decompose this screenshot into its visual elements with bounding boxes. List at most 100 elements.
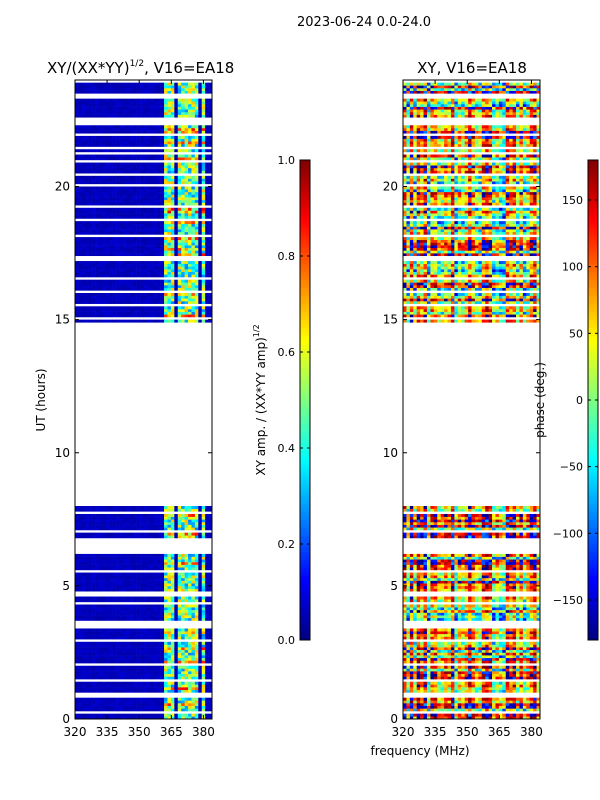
heatmap-cell	[119, 282, 124, 286]
heatmap-cell	[109, 631, 113, 635]
heatmap-cell	[88, 527, 93, 531]
heatmap-cell	[129, 684, 134, 688]
heatmap-cell	[95, 705, 100, 709]
heatmap-cell	[116, 524, 120, 528]
heatmap-cell	[205, 162, 209, 166]
heatmap-cell	[85, 556, 90, 560]
heatmap-cell	[122, 535, 127, 539]
heatmap-cell	[170, 516, 175, 520]
heatmap-cell	[143, 671, 148, 675]
heatmap-cell	[164, 681, 168, 685]
heatmap-cell	[85, 644, 90, 648]
heatmap-cell	[78, 111, 83, 115]
heatmap-cell	[133, 559, 137, 563]
heatmap-cell	[177, 143, 182, 147]
heatmap-cell	[167, 170, 172, 174]
heatmap-cell	[109, 532, 113, 536]
heatmap-cell	[188, 125, 192, 129]
heatmap-cell	[150, 681, 155, 685]
heatmap-cell	[143, 226, 148, 230]
heatmap-cell	[164, 703, 168, 706]
heatmap-cell	[143, 170, 148, 174]
heatmap-cell	[191, 521, 196, 525]
heatmap-cell	[170, 279, 175, 283]
heatmap-cell	[160, 311, 165, 315]
heatmap-cell	[129, 673, 134, 677]
heatmap-cell	[188, 615, 192, 619]
heatmap-cell	[102, 266, 107, 270]
heatmap-cell	[205, 199, 209, 203]
heatmap-cell	[150, 583, 155, 587]
heatmap-cell	[78, 98, 83, 102]
heatmap-cell	[174, 300, 179, 304]
heatmap-cell	[188, 660, 192, 664]
heatmap-cell	[102, 617, 107, 621]
heatmap-cell	[92, 229, 96, 233]
heatmap-cell	[208, 170, 213, 174]
heatmap-cell	[126, 649, 131, 653]
heatmap-cell	[194, 585, 199, 589]
heatmap-cell	[184, 202, 189, 206]
heatmap-cell	[136, 308, 141, 312]
heatmap-cell	[205, 516, 209, 520]
heatmap-cell	[109, 143, 113, 147]
heatmap-cell	[105, 633, 110, 637]
heatmap-cell	[191, 242, 196, 246]
heatmap-cell	[126, 713, 131, 717]
heatmap-cell	[201, 705, 206, 709]
heatmap-cell	[140, 250, 144, 254]
heatmap-cell	[167, 229, 172, 233]
heatmap-cell	[146, 98, 151, 102]
heatmap-cell	[201, 649, 206, 653]
heatmap-cell	[160, 239, 165, 243]
heatmap-cell	[102, 130, 107, 134]
heatmap-cell	[75, 300, 79, 304]
heatmap-cell	[92, 162, 96, 166]
heatmap-cell	[188, 109, 192, 113]
heatmap-cell	[208, 215, 213, 219]
heatmap-cell	[119, 604, 124, 608]
heatmap-cell	[177, 311, 182, 315]
heatmap-cell	[198, 242, 203, 246]
heatmap-cell	[181, 261, 185, 265]
heatmap-cell	[105, 231, 110, 235]
heatmap-cell	[160, 250, 165, 254]
heatmap-cell	[150, 671, 155, 675]
heatmap-cell	[177, 237, 182, 241]
heatmap-cell	[105, 210, 110, 214]
heatmap-cell	[167, 202, 172, 206]
heatmap-cell	[116, 167, 120, 171]
heatmap-cell	[208, 162, 213, 166]
heatmap-cell	[116, 506, 120, 509]
heatmap-cell	[98, 231, 103, 235]
heatmap-cell	[116, 617, 120, 621]
heatmap-cell	[198, 604, 203, 608]
heatmap-cell	[201, 130, 206, 134]
heatmap-cell	[194, 109, 199, 113]
heatmap-cell	[126, 311, 131, 315]
heatmap-cell	[102, 599, 107, 603]
heatmap-cell	[133, 311, 137, 315]
heatmap-cell	[112, 665, 117, 669]
heatmap-cell	[184, 266, 189, 270]
heatmap-cell	[167, 556, 172, 560]
heatmap-cell	[170, 247, 175, 251]
heatmap-cell	[191, 202, 196, 206]
heatmap-cell	[112, 668, 117, 672]
heatmap-cell	[194, 127, 199, 131]
heatmap-cell	[157, 226, 161, 230]
heatmap-cell	[122, 583, 127, 587]
heatmap-cell	[122, 652, 127, 656]
heatmap-cell	[116, 269, 120, 272]
heatmap-cell	[109, 175, 113, 179]
heatmap-cell	[119, 253, 124, 257]
heatmap-cell	[160, 285, 165, 288]
heatmap-cell	[133, 287, 137, 291]
heatmap-cell	[102, 149, 107, 153]
heatmap-cell	[126, 660, 131, 664]
heatmap-cell	[133, 657, 137, 661]
heatmap-cell	[95, 186, 100, 190]
heatmap-cell	[85, 617, 90, 621]
heatmap-cell	[205, 716, 209, 720]
heatmap-cell	[129, 157, 134, 161]
